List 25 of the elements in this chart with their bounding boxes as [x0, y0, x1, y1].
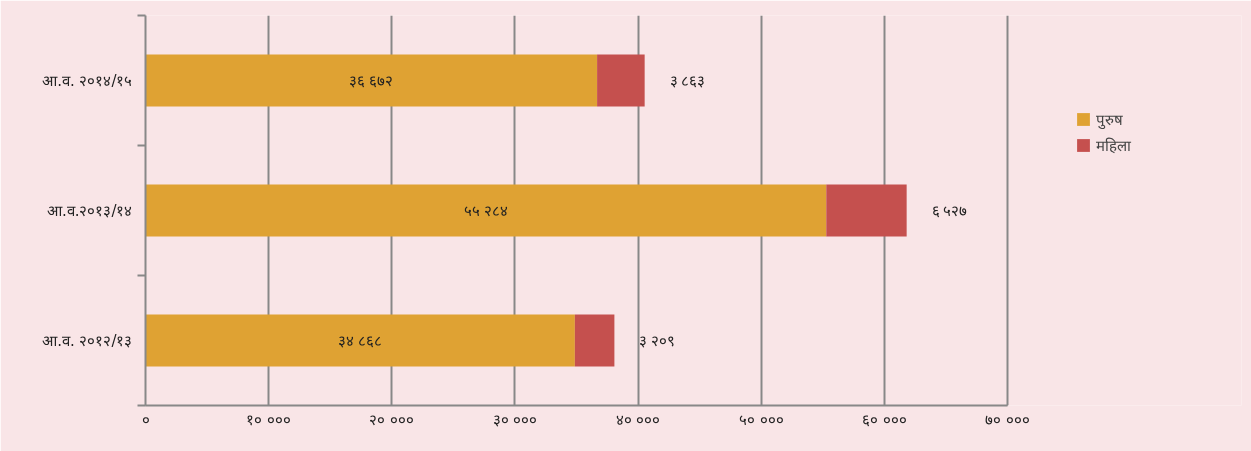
bar [597, 54, 645, 107]
x-tick-label: ० [141, 410, 150, 429]
x-tick-label: ५० ००० [738, 410, 784, 429]
data-label: ६ ५२७ [931, 202, 968, 219]
y-tick-label: आ.व.२०१३/१४ [46, 201, 133, 220]
x-tick-label: ४० ००० [615, 410, 661, 429]
y-tick-label: आ.व. २०१४/१५ [42, 71, 133, 90]
data-label: ५५ २८४ [464, 202, 508, 219]
data-label: ३४ ८६८ [338, 332, 383, 349]
x-tick-label: २० ००० [369, 410, 415, 429]
data-label: ३ २०९ [639, 332, 676, 349]
data-label: ३६ ६७२ [349, 72, 394, 89]
x-tick-label: १० ००० [246, 410, 292, 429]
bar [826, 184, 907, 237]
bar [574, 314, 615, 367]
legend-label: महिला [1096, 136, 1131, 155]
data-label: ३ ८६३ [669, 72, 706, 89]
y-tick-label: आ.व. २०१२/१३ [42, 331, 133, 350]
x-tick-label: ७० ००० [985, 410, 1030, 429]
bar [145, 184, 827, 237]
x-tick-label: ६० ००० [861, 410, 907, 429]
legend-label: पुरुष [1096, 110, 1123, 129]
x-tick-label: ३० ००० [492, 410, 538, 429]
bar [145, 314, 575, 367]
bar [145, 54, 598, 107]
